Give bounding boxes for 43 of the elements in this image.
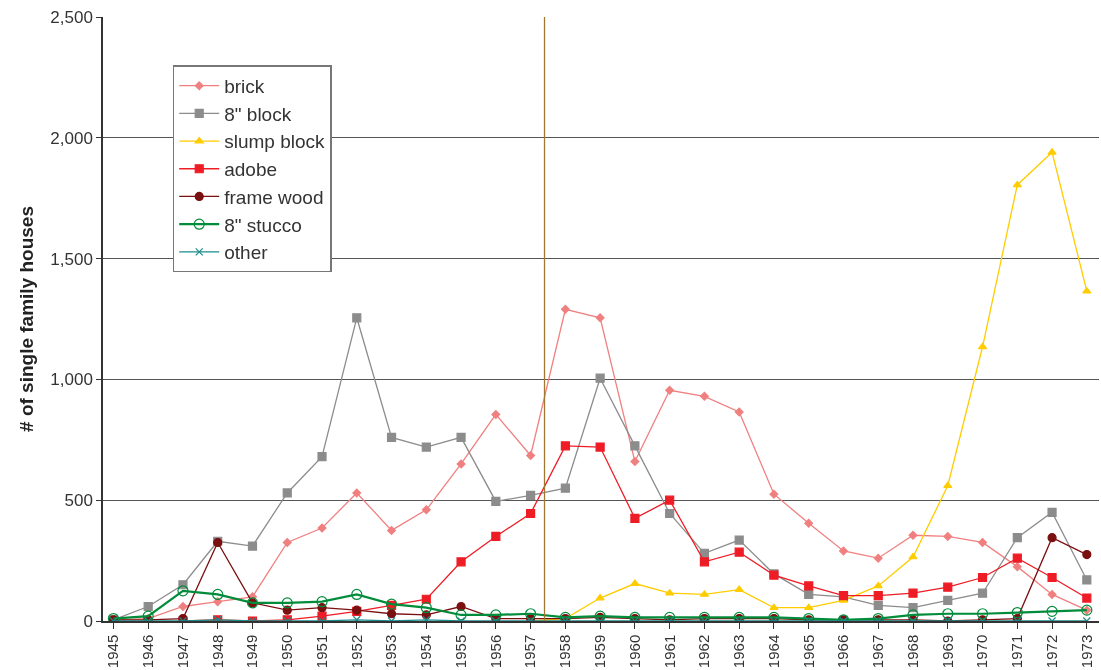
y-tick-label: 2,000 [50, 128, 93, 148]
legend-label: slump block [224, 131, 326, 153]
x-tick-label: 1956 [486, 634, 504, 669]
x-tick-label: 1963 [730, 634, 748, 669]
x-tick-label: 1966 [834, 634, 852, 669]
x-tick-label: 1954 [417, 634, 435, 669]
legend-label: frame wood [224, 186, 324, 208]
legend-label: adobe [224, 159, 278, 181]
x-tick-label: 1972 [1042, 634, 1060, 669]
x-tick-label: 1957 [521, 634, 539, 669]
y-tick-label: 2,500 [50, 7, 93, 27]
legend-label: other [224, 242, 269, 264]
legend-label: 8" block [224, 103, 292, 125]
x-tick-label: 1973 [1077, 634, 1095, 669]
legend-label: brick [224, 76, 265, 98]
y-axis-title: # of single family houses [15, 206, 37, 432]
x-tick-label: 1965 [799, 634, 817, 669]
legend-label: 8" stucco [224, 214, 302, 236]
x-tick-label: 1960 [625, 634, 643, 669]
x-tick-label: 1951 [312, 634, 330, 669]
x-tick-label: 1949 [243, 634, 261, 669]
x-tick-label: 1967 [869, 634, 887, 669]
y-tick-label: 0 [83, 611, 93, 631]
x-tick-label: 1947 [173, 634, 191, 669]
x-tick-label: 1962 [695, 634, 713, 669]
x-tick-label: 1959 [591, 634, 609, 669]
x-tick-label: 1970 [973, 634, 991, 669]
y-tick-label: 1,000 [50, 370, 93, 390]
y-tick-label: 500 [64, 491, 93, 511]
x-tick-label: 1946 [139, 634, 157, 669]
x-tick-label: 1945 [104, 634, 122, 669]
x-tick-label: 1952 [347, 634, 365, 669]
y-tick-label: 1,500 [50, 249, 93, 269]
x-tick-label: 1948 [208, 634, 226, 669]
x-tick-label: 1958 [556, 634, 574, 669]
x-tick-label: 1969 [938, 634, 956, 669]
x-tick-label: 1961 [660, 634, 678, 669]
x-tick-label: 1953 [382, 634, 400, 669]
x-tick-label: 1964 [764, 634, 782, 669]
x-tick-label: 1968 [903, 634, 921, 669]
x-tick-label: 1950 [278, 634, 296, 669]
x-tick-label: 1971 [1008, 634, 1026, 669]
x-tick-label: 1955 [451, 634, 469, 669]
